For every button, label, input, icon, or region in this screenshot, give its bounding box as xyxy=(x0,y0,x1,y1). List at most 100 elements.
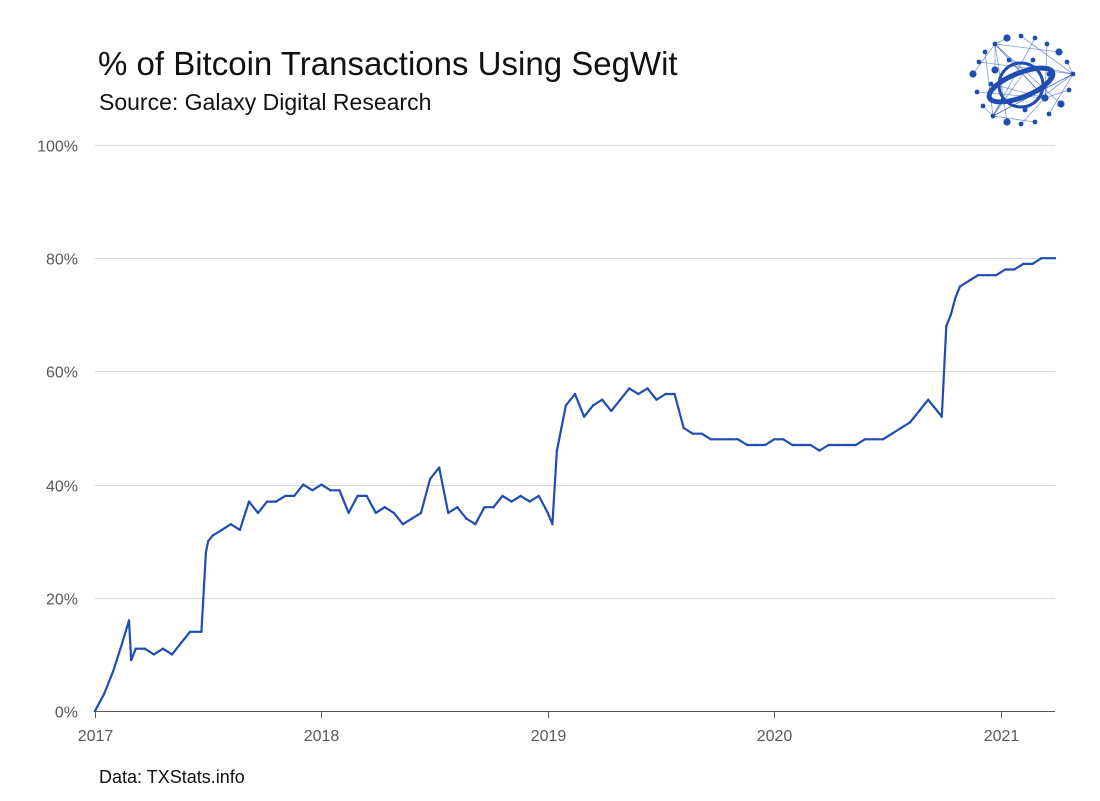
data-point xyxy=(727,438,731,441)
series-line xyxy=(93,257,1057,713)
data-point xyxy=(302,483,305,486)
chart-subtitle: Source: Galaxy Digital Research xyxy=(99,89,432,115)
data-point xyxy=(211,534,214,537)
data-point xyxy=(546,511,549,515)
data-point xyxy=(954,296,957,299)
galaxy-digital-logo-icon xyxy=(969,33,1076,127)
data-point xyxy=(736,438,740,441)
x-axis xyxy=(95,711,1055,718)
data-point xyxy=(985,274,989,277)
data-point xyxy=(700,432,703,435)
data-point xyxy=(637,392,640,396)
data-point xyxy=(130,658,133,662)
data-point xyxy=(940,415,943,418)
data-point xyxy=(204,551,208,554)
data-point xyxy=(238,528,242,532)
data-point xyxy=(664,392,667,396)
data-point xyxy=(958,285,962,288)
data-point xyxy=(207,540,210,543)
data-point xyxy=(854,443,857,447)
data-point xyxy=(1053,257,1057,260)
data-point xyxy=(134,647,137,650)
data-point xyxy=(791,443,794,447)
series-layer xyxy=(93,257,1057,713)
data-point xyxy=(836,443,839,447)
data-point xyxy=(709,438,712,441)
data-point xyxy=(474,523,477,526)
data-point xyxy=(931,404,934,407)
data-point xyxy=(200,630,203,633)
data-point xyxy=(1004,268,1007,271)
data-point xyxy=(881,438,885,441)
x-tick-label: 2019 xyxy=(531,728,567,745)
data-point xyxy=(456,506,459,509)
data-point xyxy=(447,511,450,515)
data-point xyxy=(754,443,758,447)
data-point xyxy=(419,511,423,515)
data-point xyxy=(265,500,269,503)
data-point xyxy=(1022,262,1025,266)
data-point xyxy=(329,489,332,492)
data-point xyxy=(1049,257,1052,260)
data-point xyxy=(655,398,658,401)
data-point xyxy=(782,438,785,441)
series-0 xyxy=(93,257,1057,713)
y-tick-label: 100% xyxy=(37,139,78,156)
data-point xyxy=(718,438,722,441)
data-point xyxy=(555,449,559,452)
data-point xyxy=(365,494,368,498)
data-point xyxy=(170,653,174,656)
data-point xyxy=(601,398,604,401)
x-tick-label: 2021 xyxy=(984,728,1020,745)
data-point xyxy=(356,494,359,498)
y-tick-label: 0% xyxy=(55,705,78,722)
data-point xyxy=(691,432,694,435)
data-point xyxy=(967,279,971,282)
grid-lines xyxy=(95,145,1055,599)
data-point xyxy=(800,443,803,447)
data-point xyxy=(890,432,894,435)
data-point xyxy=(161,647,165,650)
data-point xyxy=(949,313,952,316)
data-point xyxy=(152,653,156,656)
data-point xyxy=(745,443,749,447)
y-tick-label: 80% xyxy=(46,252,78,269)
data-point xyxy=(582,415,586,418)
y-tick-label: 40% xyxy=(46,479,78,496)
y-axis-tick-labels: 0% 20% 40% 60% 80% 100% xyxy=(37,139,78,722)
data-point xyxy=(773,438,776,441)
data-point xyxy=(256,511,260,515)
data-point xyxy=(646,387,649,390)
data-point xyxy=(818,449,821,452)
x-tick-label: 2018 xyxy=(304,728,340,745)
data-point xyxy=(899,426,903,430)
data-point xyxy=(492,506,495,509)
data-point xyxy=(195,630,199,633)
data-point xyxy=(274,500,278,503)
data-point xyxy=(551,523,554,526)
data-point xyxy=(619,398,622,401)
data-point xyxy=(320,483,323,486)
x-tick-label: 2017 xyxy=(78,728,114,745)
data-point xyxy=(872,438,876,441)
data-point xyxy=(976,274,980,277)
data-point xyxy=(528,500,531,503)
data-point xyxy=(247,500,251,503)
data-point xyxy=(229,523,232,526)
data-point xyxy=(918,409,921,413)
data-point xyxy=(936,409,939,413)
data-point xyxy=(519,494,522,498)
data-point xyxy=(994,274,998,277)
data-point xyxy=(293,494,296,498)
chart-title: % of Bitcoin Transactions Using SegWit xyxy=(98,45,678,82)
data-source-note: Data: TXStats.info xyxy=(99,767,245,787)
data-point xyxy=(483,506,486,509)
data-point xyxy=(338,489,341,492)
data-point xyxy=(764,443,767,447)
data-point xyxy=(510,500,513,503)
data-point xyxy=(1013,268,1016,271)
data-point xyxy=(220,528,223,532)
data-point xyxy=(591,404,595,407)
data-point xyxy=(537,494,540,498)
data-point xyxy=(927,398,930,401)
